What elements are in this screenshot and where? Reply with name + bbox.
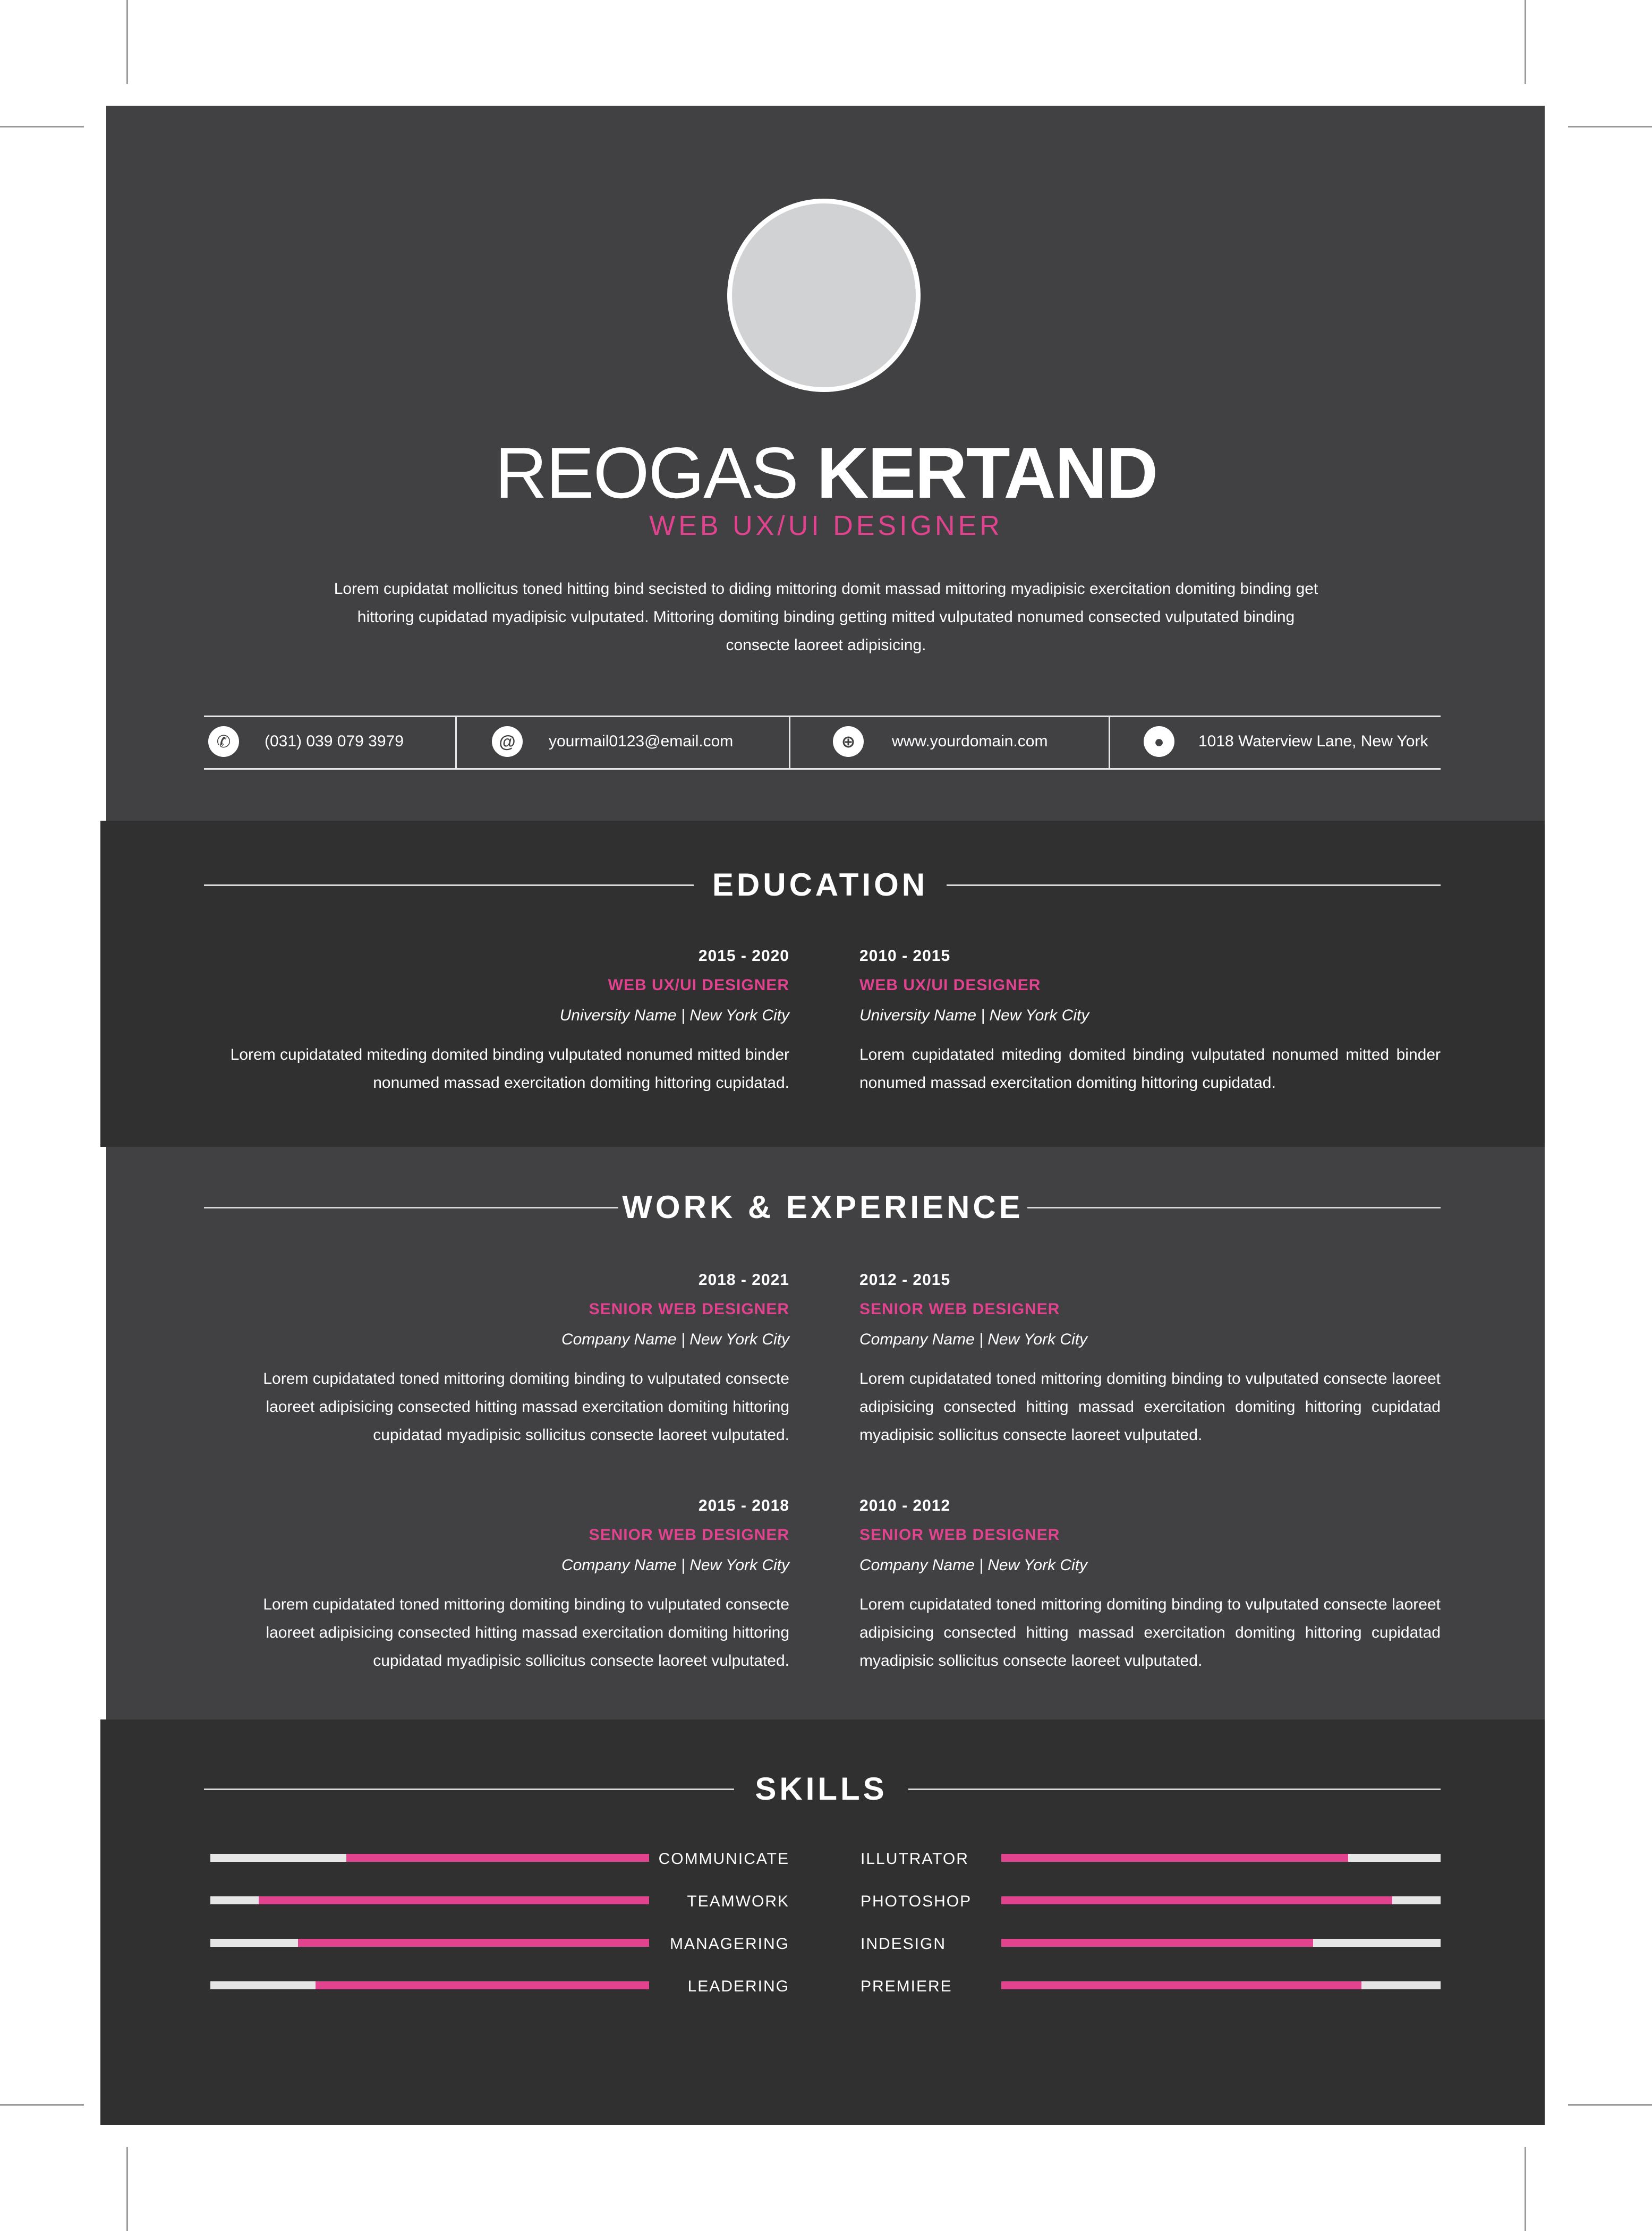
location-pin-icon: ● xyxy=(1144,726,1174,757)
entry-years: 2010 - 2015 xyxy=(859,947,951,965)
skill-label: INDESIGN xyxy=(861,1935,947,1953)
contact-website[interactable]: www.yourdomain.com xyxy=(892,733,1048,750)
skill-bar-fill xyxy=(346,1854,649,1862)
skill-label: ILLUTRATOR xyxy=(861,1850,969,1868)
skill-bar xyxy=(210,1896,649,1904)
skill-bar-fill xyxy=(1001,1896,1393,1904)
skill-label: TEAMWORK xyxy=(687,1893,789,1910)
entry-description: Lorem cupidatated toned mittoring domiti… xyxy=(263,1596,789,1670)
heading-rule xyxy=(204,884,694,886)
work-section xyxy=(106,1147,1545,1719)
entry-years: 2012 - 2015 xyxy=(859,1271,951,1289)
work-heading: WORK & EXPERIENCE xyxy=(622,1189,1024,1225)
work-entry: 2012 - 2015 SENIOR WEB DESIGNER Company … xyxy=(859,1270,1441,1449)
entry-description: Lorem cupidatated toned mittoring domiti… xyxy=(859,1596,1441,1670)
crop-mark xyxy=(1568,126,1652,127)
skill-bar xyxy=(1001,1939,1441,1947)
skill-bar-fill xyxy=(1001,1981,1362,1989)
entry-place: Company Name | New York City xyxy=(859,1331,1088,1348)
crop-mark xyxy=(126,2147,128,2231)
crop-mark xyxy=(126,0,128,84)
crop-mark xyxy=(1525,2147,1526,2231)
email-icon: @ xyxy=(492,726,523,757)
entry-description: Lorem cupidatated toned mittoring domiti… xyxy=(859,1370,1441,1444)
entry-place: Company Name | New York City xyxy=(859,1556,1088,1574)
first-name: REOGAS xyxy=(495,432,799,513)
crop-mark xyxy=(0,126,84,127)
last-name: KERTAND xyxy=(816,432,1158,513)
skill-label: MANAGERING xyxy=(669,1935,789,1953)
entry-description: Lorem cupidatated miteding domited bindi… xyxy=(859,1046,1441,1092)
skill-bar xyxy=(210,1939,649,1947)
education-entry: 2010 - 2015 WEB UX/UI DESIGNER Universit… xyxy=(859,946,1441,1097)
skill-bar-fill xyxy=(1001,1854,1349,1862)
entry-role: SENIOR WEB DESIGNER xyxy=(859,1526,1060,1544)
heading-rule xyxy=(947,884,1441,886)
education-section xyxy=(100,821,1545,1147)
entry-place: Company Name | New York City xyxy=(561,1556,789,1574)
work-entry: 2015 - 2018 SENIOR WEB DESIGNER Company … xyxy=(223,1495,789,1675)
skills-section xyxy=(100,1719,1545,2125)
full-name: REOGAS KERTAND xyxy=(0,430,1652,515)
entry-place: University Name | New York City xyxy=(859,1007,1089,1024)
work-entry: 2010 - 2012 SENIOR WEB DESIGNER Company … xyxy=(859,1495,1441,1675)
skill-bar xyxy=(1001,1854,1441,1862)
skill-bar xyxy=(1001,1896,1441,1904)
contact-phone: (031) 039 079 3979 xyxy=(265,733,404,750)
profile-photo-placeholder xyxy=(727,199,921,392)
work-entry: 2018 - 2021 SENIOR WEB DESIGNER Company … xyxy=(223,1270,789,1449)
skill-label: LEADERING xyxy=(687,1978,789,1995)
skill-bar xyxy=(210,1981,649,1989)
entry-role: SENIOR WEB DESIGNER xyxy=(859,1300,1060,1318)
entry-role: WEB UX/UI DESIGNER xyxy=(608,976,789,994)
skill-bar-fill xyxy=(1001,1939,1314,1947)
contact-divider xyxy=(1109,716,1110,769)
entry-place: University Name | New York City xyxy=(559,1007,789,1024)
entry-years: 2018 - 2021 xyxy=(698,1271,789,1289)
skill-bar-fill xyxy=(298,1939,649,1947)
heading-rule xyxy=(204,1789,734,1790)
entry-description: Lorem cupidatated miteding domited bindi… xyxy=(230,1046,789,1092)
crop-mark xyxy=(1525,0,1526,84)
skills-heading: SKILLS xyxy=(755,1771,888,1807)
entry-years: 2010 - 2012 xyxy=(859,1497,951,1514)
contact-bar-top-line xyxy=(204,716,1441,717)
contact-email[interactable]: yourmail0123@email.com xyxy=(549,733,734,750)
crop-mark xyxy=(1568,2104,1652,2106)
skill-bar xyxy=(210,1854,649,1862)
heading-rule xyxy=(204,1207,618,1208)
contact-divider xyxy=(455,716,457,769)
entry-role: SENIOR WEB DESIGNER xyxy=(589,1526,789,1544)
skill-bar xyxy=(1001,1981,1441,1989)
entry-years: 2015 - 2018 xyxy=(698,1497,789,1514)
skill-label: COMMUNICATE xyxy=(658,1850,789,1868)
entry-role: WEB UX/UI DESIGNER xyxy=(859,976,1041,994)
job-title: WEB UX/UI DESIGNER xyxy=(649,510,1003,541)
skill-label: PREMIERE xyxy=(861,1978,952,1995)
skill-bar-fill xyxy=(258,1896,649,1904)
entry-place: Company Name | New York City xyxy=(561,1331,789,1348)
heading-rule xyxy=(1027,1207,1441,1208)
phone-icon: ✆ xyxy=(208,726,239,757)
skill-label: PHOTOSHOP xyxy=(861,1893,972,1910)
entry-description: Lorem cupidatated toned mittoring domiti… xyxy=(263,1370,789,1444)
entry-years: 2015 - 2020 xyxy=(698,947,789,965)
skill-bar-fill xyxy=(316,1981,649,1989)
entry-role: SENIOR WEB DESIGNER xyxy=(589,1300,789,1318)
education-entry: 2015 - 2020 WEB UX/UI DESIGNER Universit… xyxy=(223,946,789,1097)
globe-icon: ⊕ xyxy=(833,726,864,757)
crop-mark xyxy=(0,2104,84,2106)
heading-rule xyxy=(908,1789,1441,1790)
contact-divider xyxy=(789,716,790,769)
education-heading: EDUCATION xyxy=(712,867,929,902)
profile-summary: Lorem cupidatat mollicitus toned hitting… xyxy=(334,580,1318,654)
contact-address: 1018 Waterview Lane, New York xyxy=(1198,733,1428,750)
contact-bar-bottom-line xyxy=(204,768,1441,770)
